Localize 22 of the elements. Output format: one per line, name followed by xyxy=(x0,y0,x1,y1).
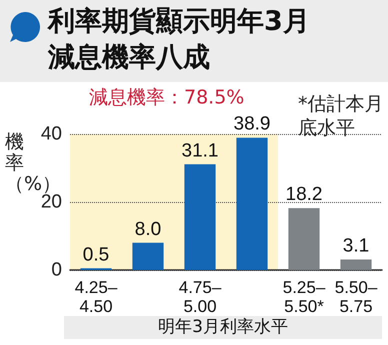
bar xyxy=(184,164,216,270)
bar xyxy=(288,208,320,270)
bar xyxy=(132,242,164,270)
bar xyxy=(340,259,372,270)
data-label: 18.2 xyxy=(286,184,322,206)
x-tick-label: 4.25–4.50 xyxy=(74,278,118,316)
y-tick-label: 0 xyxy=(51,260,62,280)
data-label: 31.1 xyxy=(182,140,218,162)
y-tick-label: 20 xyxy=(40,192,62,212)
data-label: 38.9 xyxy=(234,114,270,135)
x-axis-title: 明年3月利率水平 xyxy=(64,316,382,339)
annotation: *估計本月底水平 xyxy=(298,92,384,140)
y-tick-label: 40 xyxy=(40,124,62,144)
band-label: 減息機率：78.5% xyxy=(89,86,244,108)
data-label: 8.0 xyxy=(134,218,162,240)
data-label: 0.5 xyxy=(82,244,110,266)
x-tick-label: 5.25–5.50* xyxy=(282,278,326,316)
x-tick-label: 5.50–5.75 xyxy=(334,278,378,316)
x-tick-label: 4.75–5.00 xyxy=(178,278,222,316)
data-label: 3.1 xyxy=(342,235,370,256)
chart-title: 利率期貨顯示明年3月減息機率八成 xyxy=(48,5,311,75)
bar xyxy=(236,138,268,270)
